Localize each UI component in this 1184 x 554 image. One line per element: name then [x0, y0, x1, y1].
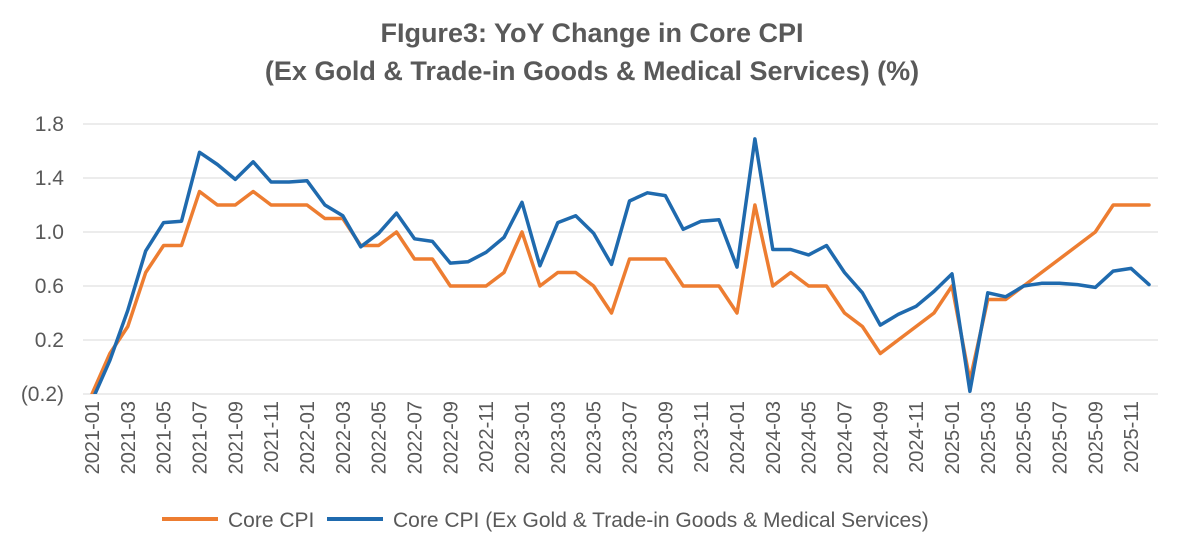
chart-subtitle: (Ex Gold & Trade-in Goods & Medical Serv…: [265, 56, 919, 86]
legend-label: Core CPI (Ex Gold & Trade-in Goods & Med…: [393, 509, 929, 532]
x-tick-label: 2022-07: [404, 401, 426, 474]
x-tick-label: 2021-11: [261, 401, 283, 473]
y-tick-label: 1.8: [35, 113, 64, 136]
series-lines: [90, 137, 1151, 394]
x-tick-label: 2021-05: [154, 401, 176, 474]
x-tick-label: 2021-09: [225, 401, 247, 474]
x-tick-label: 2022-09: [440, 401, 462, 474]
x-tick-label: 2024-11: [906, 401, 928, 473]
x-tick-label: 2021-07: [189, 401, 211, 474]
x-tick-label: 2025-01: [942, 401, 964, 474]
x-tick-label: 2023-03: [548, 401, 570, 474]
y-axis-ticks: (0.2) 0.2 0.6 1.0 1.4 1.8: [21, 113, 64, 406]
x-tick-label: 2025-11: [1121, 401, 1143, 473]
legend: Core CPI Core CPI (Ex Gold & Trade-in Goo…: [162, 509, 929, 532]
legend-label: Core CPI: [228, 509, 314, 532]
chart-title: FIgure3: YoY Change in Core CPI: [380, 18, 803, 48]
x-tick-label: 2025-03: [978, 401, 1000, 474]
x-tick-label: 2021-03: [118, 401, 140, 474]
y-tick-label: (0.2): [21, 383, 64, 406]
x-tick-label: 2023-01: [512, 401, 534, 474]
x-tick-label: 2024-07: [834, 401, 856, 474]
x-tick-label: 2022-11: [476, 401, 498, 473]
x-tick-label: 2022-03: [333, 401, 355, 474]
gridlines: [83, 123, 1158, 395]
y-tick-label: 1.4: [35, 167, 65, 190]
x-tick-label: 2022-01: [297, 401, 319, 474]
x-axis-ticks: 2021-01 2021-03 2021-05 2021-07 2021-09 2021-…: [82, 401, 1143, 474]
series-line-core-cpi-ex: [93, 137, 1151, 394]
x-tick-label: 2025-07: [1049, 401, 1071, 474]
x-tick-label: 2025-05: [1014, 401, 1036, 474]
y-tick-label: 0.6: [35, 275, 64, 298]
y-tick-label: 1.0: [35, 221, 64, 244]
y-tick-label: 0.2: [35, 329, 64, 352]
x-tick-label: 2023-09: [655, 401, 677, 474]
x-tick-label: 2024-03: [763, 401, 785, 474]
x-tick-label: 2023-07: [619, 401, 641, 474]
x-tick-label: 2024-05: [799, 401, 821, 474]
x-tick-label: 2024-09: [870, 401, 892, 474]
x-tick-label: 2021-01: [82, 401, 104, 474]
x-tick-label: 2024-01: [727, 401, 749, 474]
x-tick-label: 2023-11: [691, 401, 713, 473]
x-tick-label: 2025-09: [1085, 401, 1107, 474]
x-tick-label: 2022-05: [369, 401, 391, 474]
x-tick-label: 2023-05: [584, 401, 606, 474]
